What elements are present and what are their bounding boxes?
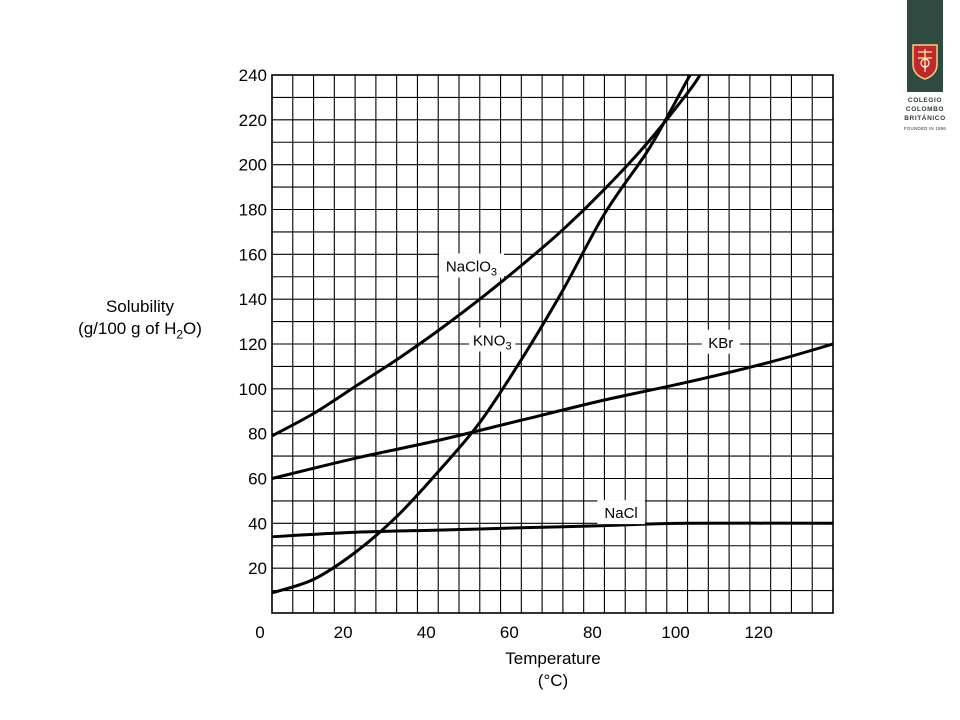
label-naclo3: NaClO3 bbox=[438, 253, 504, 279]
curve-nacl bbox=[272, 521, 833, 539]
x-tick-label: 0 bbox=[255, 623, 264, 642]
logo-line-3: BRITÁNICO bbox=[904, 115, 946, 122]
x-tick-label: 100 bbox=[661, 623, 689, 642]
crest-icon bbox=[912, 44, 938, 80]
y-tick-label: 100 bbox=[239, 380, 267, 399]
y-tick-label: 80 bbox=[248, 425, 267, 444]
x-tick-label: 40 bbox=[417, 623, 436, 642]
x-tick-label: 120 bbox=[744, 623, 772, 642]
y-axis-title-line2: (g/100 g of H2O) bbox=[78, 319, 202, 342]
y-tick-label: 240 bbox=[239, 66, 267, 85]
y-tick-label: 140 bbox=[239, 290, 267, 309]
chart-curves bbox=[272, 75, 833, 595]
logo-line-2: COLOMBO bbox=[905, 106, 945, 113]
label-kno3: KNO3 bbox=[469, 327, 516, 353]
curve-kno3 bbox=[272, 75, 692, 595]
y-tick-label: 160 bbox=[239, 245, 267, 264]
series-label-text: NaClO3 bbox=[446, 259, 497, 279]
y-tick-label: 60 bbox=[248, 470, 267, 489]
y-tick-label: 40 bbox=[248, 514, 267, 533]
y-axis-title: Solubility (g/100 g of H2O) bbox=[40, 296, 240, 345]
series-label-text: NaCl bbox=[604, 505, 637, 522]
label-background bbox=[438, 253, 504, 278]
y-axis-title-line1: Solubility bbox=[105, 297, 175, 316]
label-background bbox=[597, 500, 645, 525]
label-background bbox=[701, 329, 740, 354]
label-background bbox=[469, 327, 516, 352]
y-tick-label: 20 bbox=[248, 559, 267, 578]
y-tick-label: 200 bbox=[239, 156, 267, 175]
x-axis-title-line1: Temperature bbox=[505, 649, 601, 668]
logo-line-1: COLEGIO bbox=[907, 97, 943, 104]
y-tick-label: 180 bbox=[239, 201, 267, 220]
curve-naclo3 bbox=[272, 75, 702, 438]
x-tick-label: 60 bbox=[500, 623, 519, 642]
logo-line-4: FOUNDED IN 1956 bbox=[903, 126, 947, 131]
series-labels: NaClO3 KNO3 KBr NaCl bbox=[438, 253, 740, 525]
x-axis-unit: (°C) bbox=[537, 671, 569, 690]
axis-ticks: 0 20 40 60 80 100 120 20 40 60 80 100 120 140 160 180 20… bbox=[239, 66, 773, 642]
school-logo: COLEGIO COLOMBO BRITÁNICO FOUNDED IN 195… bbox=[903, 0, 947, 140]
y-tick-label: 220 bbox=[239, 111, 267, 130]
label-nacl: NaCl bbox=[597, 500, 645, 525]
x-tick-label: 20 bbox=[334, 623, 353, 642]
y-tick-label: 120 bbox=[239, 335, 267, 354]
label-kbr: KBr bbox=[701, 329, 740, 354]
series-label-text: KBr bbox=[708, 335, 733, 352]
curve-kbr bbox=[272, 342, 833, 480]
series-label-text: KNO3 bbox=[473, 333, 512, 353]
x-tick-label: 80 bbox=[583, 623, 602, 642]
x-axis-title: Temperature (°C) bbox=[453, 648, 653, 692]
